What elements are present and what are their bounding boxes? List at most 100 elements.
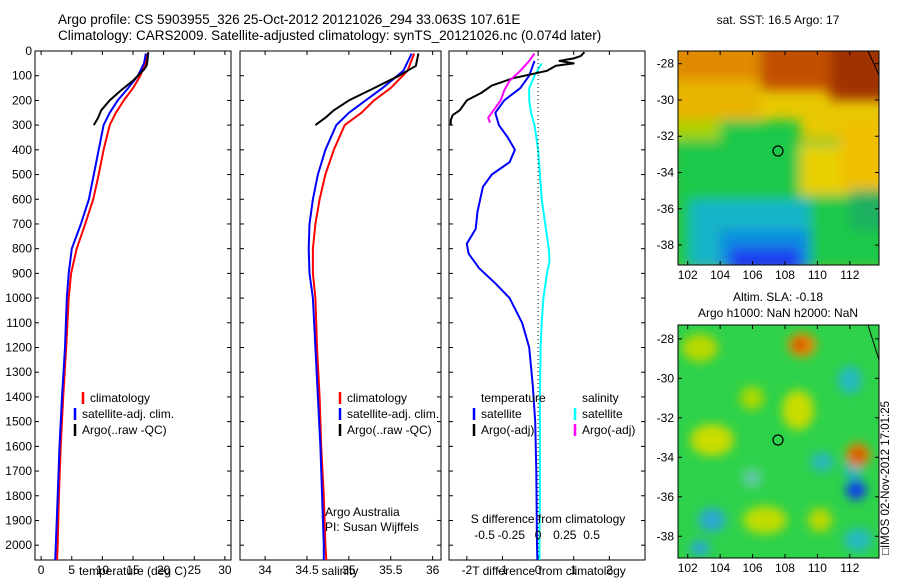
map-y-tick-label: -38: [657, 529, 675, 543]
depth-tick-label: 1200: [5, 341, 32, 355]
salinity-diff-tick-label: 0.25: [553, 528, 577, 542]
series-line-temperature-satellite: [465, 60, 539, 561]
depth-tick-label: 400: [12, 143, 32, 157]
depth-tick-label: 1500: [5, 415, 32, 429]
depth-tick-label: 1300: [5, 365, 32, 379]
x-tick-label: 15: [126, 563, 140, 577]
depth-tick-label: 1400: [5, 390, 32, 404]
sla-argo-marker: [772, 434, 784, 446]
map-x-tick-label: 110: [808, 268, 827, 282]
x-tick-label: 34: [258, 563, 272, 577]
x-tick-label: 34.5: [295, 563, 319, 577]
map-x-tick-label: 108: [775, 561, 795, 575]
sst-coastline: [867, 51, 879, 76]
sla-map: [678, 325, 879, 558]
depth-tick-label: 1800: [5, 489, 32, 503]
credit-line2: PI: Susan Wijffels: [325, 520, 419, 534]
depth-tick-label: 200: [12, 93, 32, 107]
depth-tick-label: 800: [12, 242, 32, 256]
series-line-argo-raw-qc-: [314, 53, 420, 126]
map-x-tick-label: 112: [840, 561, 859, 575]
sst-map-title: sat. SST: 16.5 Argo: 17: [717, 13, 840, 27]
x-tick-label: 20: [157, 563, 171, 577]
sla-coastline: [867, 325, 879, 361]
salinity-diff-tick-label: -0.5: [474, 528, 495, 542]
map-x-tick-label: 104: [710, 561, 730, 575]
sst-map: [678, 51, 879, 265]
series-line-climatology: [311, 53, 416, 561]
difference-xlabel: T difference from climatology: [472, 564, 626, 578]
legend-climatology-label: climatology: [90, 391, 150, 405]
depth-tick-label: 600: [12, 192, 32, 206]
x-tick-label: 2: [606, 563, 613, 577]
depth-tick-label: 700: [12, 217, 32, 231]
map-y-tick-label: -32: [657, 129, 675, 143]
map-x-tick-label: 104: [710, 268, 730, 282]
sla-map-subtitle: Argo h1000: NaN h2000: NaN: [698, 306, 858, 320]
x-tick-label: 25: [188, 563, 202, 577]
x-tick-label: 10: [96, 563, 110, 577]
map-y-tick-label: -28: [657, 57, 675, 71]
series-line-temperature-argo-adj-: [449, 51, 586, 126]
series-line-satellite-adj-clim-: [54, 53, 147, 561]
x-tick-label: 36: [426, 563, 440, 577]
sst-map-axes: 102 104 106 108 110 112 -28 -30 -32 -34 -36 -38: [657, 51, 879, 282]
temperature-legend: climatology satellite-adj. clim. Argo(..…: [73, 391, 174, 437]
depth-tick-label: 900: [12, 266, 32, 280]
credit-line1: Argo Australia: [325, 505, 400, 519]
sst-map-frame: [677, 50, 880, 266]
legend-argo-label: Argo(..raw -QC): [82, 423, 167, 437]
temperature-panel-frame: [34, 50, 232, 561]
map-x-tick-label: 106: [743, 561, 763, 575]
x-tick-label: -1: [497, 563, 508, 577]
x-tick-label: -2: [461, 563, 472, 577]
depth-tick-label: 1600: [5, 439, 32, 453]
map-x-tick-label: 112: [840, 268, 859, 282]
map-x-tick-label: 102: [678, 268, 698, 282]
difference-plot: -2 -1 0 1 2 -0.5 -0.25 0 0.25 0.5: [449, 50, 645, 577]
x-tick-label: 35: [342, 563, 356, 577]
x-tick-label: 1: [570, 563, 577, 577]
legend-salinity-title: salinity: [582, 391, 619, 405]
depth-tick-label: 1900: [5, 513, 32, 527]
temperature-plot: 0100200300400500600700800900100011001200…: [5, 44, 232, 577]
map-y-tick-label: -28: [657, 332, 675, 346]
salinity-panel-frame: [239, 50, 442, 561]
map-y-tick-label: -34: [657, 450, 675, 464]
depth-tick-label: 100: [12, 69, 32, 83]
figure-title-line1: Argo profile: CS 5903955_326 25-Oct-2012…: [58, 12, 521, 27]
map-x-tick-label: 102: [678, 561, 698, 575]
sst-argo-marker: [772, 145, 784, 157]
depth-tick-label: 2000: [5, 538, 32, 552]
legend-climatology-label: climatology: [347, 391, 407, 405]
x-tick-label: 0: [535, 563, 542, 577]
depth-tick-label: 1000: [5, 291, 32, 305]
depth-tick-label: 1100: [6, 316, 32, 330]
sla-map-axes: 102 104 106 108 110 112 -28 -30 -32 -34 -36 -38: [657, 325, 879, 575]
legend-temp-argo-label: Argo(-adj): [481, 423, 534, 437]
map-y-tick-label: -36: [657, 202, 675, 216]
map-y-tick-label: -30: [657, 371, 675, 385]
map-y-tick-label: -30: [657, 93, 675, 107]
map-y-tick-label: -38: [657, 238, 675, 252]
legend-temperature-title: temperature: [481, 391, 546, 405]
salinity-plot: 34 34.5 35 35.5 36: [240, 50, 441, 577]
sla-map-title: Altim. SLA: -0.18: [733, 290, 823, 304]
difference-legend: temperature salinity satellite Argo(-adj…: [472, 391, 635, 437]
map-x-tick-label: 108: [775, 268, 795, 282]
map-y-tick-label: -36: [657, 490, 675, 504]
legend-satellite-label: satellite-adj. clim.: [347, 407, 439, 421]
x-tick-label: 0: [38, 563, 45, 577]
figure-title-line2: Climatology: CARS2009. Satellite-adjuste…: [58, 28, 602, 43]
difference-secondary-label: S difference from climatology: [471, 512, 626, 526]
legend-sal-argo-label: Argo(-adj): [582, 423, 635, 437]
legend-argo-label: Argo(..raw -QC): [347, 423, 432, 437]
salinity-diff-tick-label: -0.25: [498, 528, 526, 542]
map-x-tick-label: 110: [808, 561, 827, 575]
series-line-salinity-satellite: [528, 62, 551, 560]
series-line-climatology: [56, 53, 149, 561]
legend-temp-satellite-label: satellite: [481, 407, 522, 421]
depth-tick-label: 300: [12, 118, 32, 132]
map-y-tick-label: -32: [657, 411, 675, 425]
